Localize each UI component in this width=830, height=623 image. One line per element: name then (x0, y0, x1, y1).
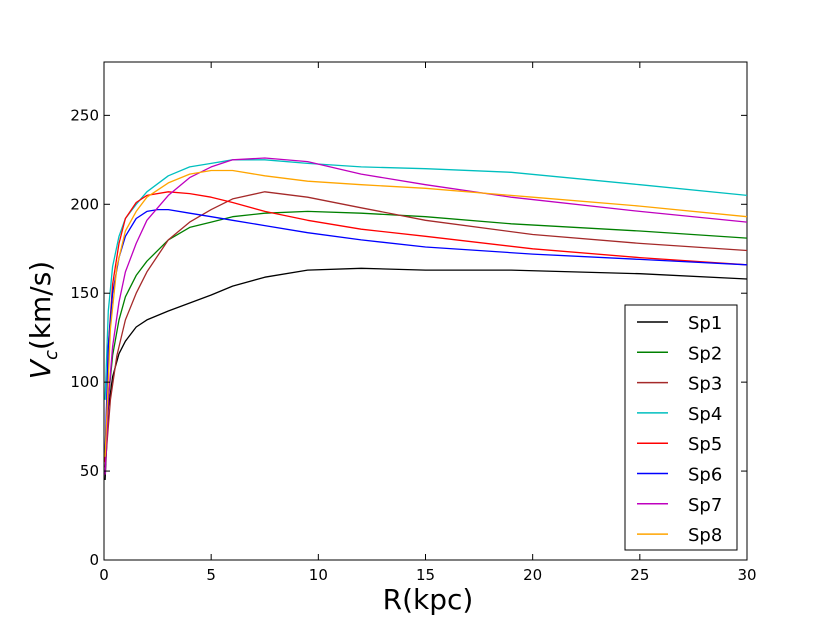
legend-item-sp8: Sp8 (637, 525, 722, 546)
legend-label: Sp1 (688, 313, 722, 334)
series-lines (104, 157, 748, 481)
y-tick-label: 0 (89, 551, 99, 569)
legend-label: Sp6 (688, 465, 722, 486)
x-tick-label: 10 (309, 566, 328, 584)
legend-item-sp2: Sp2 (637, 343, 722, 364)
legend-item-sp5: Sp5 (637, 434, 722, 455)
legend-label: Sp3 (688, 374, 722, 395)
x-tick-label: 20 (523, 566, 542, 584)
y-axis-title-main: V (24, 358, 57, 379)
axis-ticks: 0 5 10 15 20 25 30 0 50 100 150 200 250 (70, 62, 757, 584)
series-line-sp4 (104, 159, 748, 400)
y-axis-title-sub: c (41, 350, 62, 360)
legend-item-sp6: Sp6 (637, 465, 722, 486)
y-tick-label: 100 (70, 373, 99, 391)
y-tick-label: 50 (80, 462, 99, 480)
series-line-sp5 (104, 191, 748, 463)
legend-label: Sp8 (688, 525, 722, 546)
legend-entries: Sp1 Sp2 Sp3 Sp4 Sp5 Sp6 Sp7 Sp8 (637, 313, 722, 546)
legend-label: Sp2 (688, 343, 722, 364)
x-axis-title: R(kpc) (383, 583, 474, 616)
y-tick-label: 250 (70, 106, 99, 124)
series-line-sp2 (104, 210, 748, 463)
x-tick-label: 15 (416, 566, 435, 584)
series-line-sp8 (104, 169, 748, 457)
legend-item-sp1: Sp1 (637, 313, 722, 334)
legend: Sp1 Sp2 Sp3 Sp4 Sp5 Sp6 Sp7 Sp8 (624, 304, 738, 551)
y-tick-label: 150 (70, 284, 99, 302)
legend-label: Sp5 (688, 434, 722, 455)
y-axis-title: Vc(km/s) (24, 261, 62, 379)
legend-label: Sp7 (688, 495, 722, 516)
legend-box (624, 304, 738, 551)
x-tick-label: 30 (737, 566, 756, 584)
series-line-sp3 (104, 191, 748, 468)
y-axis-title-unit: (km/s) (24, 261, 57, 350)
x-tick-label: 5 (206, 566, 216, 584)
legend-label: Sp4 (688, 404, 722, 425)
x-tick-label: 0 (99, 566, 109, 584)
legend-item-sp7: Sp7 (637, 495, 722, 516)
legend-item-sp3: Sp3 (637, 374, 722, 395)
y-tick-label: 200 (70, 195, 99, 213)
legend-item-sp4: Sp4 (637, 404, 722, 425)
series-line-sp1 (104, 267, 748, 481)
x-tick-label: 25 (630, 566, 649, 584)
